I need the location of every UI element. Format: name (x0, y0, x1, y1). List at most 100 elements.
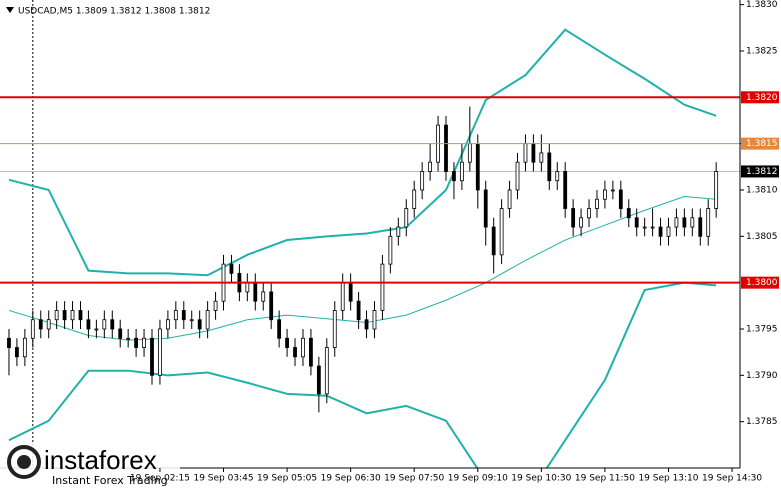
x-tick-label: 19 Sep 05:05 (257, 474, 317, 484)
candle-body (150, 337, 154, 376)
candle-body (46, 319, 51, 330)
indicator-line (8, 28, 717, 277)
candle-body (507, 189, 512, 209)
chart-title: USDCAD,M5 1.3809 1.3812 1.3808 1.3812 (18, 7, 210, 17)
candle-body (380, 263, 385, 311)
x-tick-label: 19 Sep 07:50 (384, 474, 444, 484)
x-tick-label: 19 Sep 14:30 (702, 474, 762, 484)
plot-area (0, 0, 740, 468)
candle-body (165, 319, 170, 330)
candle-body (396, 226, 401, 237)
candle-body (682, 217, 687, 228)
candle-body (356, 300, 361, 321)
y-tick-label: 1.3785 (746, 417, 778, 427)
candle-body (364, 319, 369, 330)
candle-body (94, 328, 99, 331)
candle-body (205, 310, 210, 330)
candle-body (618, 189, 623, 209)
candle-body (229, 263, 234, 274)
title-icon (6, 7, 14, 13)
level-label: 1.3800 (746, 278, 778, 288)
candle-body (173, 310, 178, 321)
logo-bg (0, 443, 180, 489)
candle-body (197, 319, 202, 330)
candle-body (444, 124, 448, 172)
candle-body (340, 282, 345, 311)
candle-body (531, 143, 536, 163)
y-tick-label: 1.3805 (746, 232, 778, 242)
candle-body (372, 310, 377, 330)
candle-body (571, 208, 576, 228)
candle-body (388, 235, 393, 265)
level-label-bg (741, 91, 779, 104)
candle-body (475, 143, 480, 191)
candle-body (189, 319, 194, 322)
candle-body (555, 171, 560, 182)
candle-body (467, 143, 472, 163)
candle-body (86, 319, 91, 330)
candle-body (650, 226, 655, 229)
x-tick-label: 19 Sep 13:10 (638, 474, 698, 484)
level-label-bg (741, 137, 779, 150)
candle-body (491, 226, 496, 256)
candle-body (261, 291, 266, 302)
candle-body (22, 337, 27, 358)
candle-body (595, 198, 599, 209)
candle-body (332, 310, 337, 348)
candle-body (309, 337, 313, 367)
y-tick-label: 1.3795 (746, 324, 778, 334)
candle-body (245, 282, 250, 293)
candle-body (483, 189, 488, 228)
candle-body (301, 337, 305, 358)
y-tick-label: 1.3825 (746, 46, 778, 56)
candle-body (428, 161, 433, 172)
candle-body (70, 310, 75, 321)
candle-body (547, 152, 552, 182)
candle-body (277, 319, 282, 339)
candle-body (316, 365, 321, 395)
candle-body (62, 310, 67, 321)
candle-body (563, 171, 568, 209)
current-price-bg (741, 165, 779, 178)
candle-body (658, 226, 663, 237)
candle-body (142, 337, 146, 348)
candle-body (412, 189, 417, 209)
logo-icon (17, 455, 31, 469)
candle-body (293, 347, 297, 358)
candle-body (698, 217, 703, 237)
current-price-label: 1.3812 (746, 167, 778, 177)
candle-body (539, 152, 544, 163)
candle-body (452, 171, 456, 182)
candle-body (626, 208, 631, 219)
candle-body (603, 189, 607, 200)
candle-body (38, 319, 43, 330)
candle-body (118, 328, 123, 339)
candle-body (515, 161, 520, 191)
x-tick-label: 19 Sep 06:30 (321, 474, 381, 484)
candle-body (642, 226, 647, 229)
candle-body (7, 337, 11, 348)
x-tick-label: 19 Sep 10:30 (511, 474, 571, 484)
candle-body (499, 208, 504, 256)
candle-body (324, 347, 329, 395)
candle-body (213, 300, 218, 311)
y-tick-label: 1.3810 (746, 185, 778, 195)
x-tick-label: 19 Sep 02:15 (130, 474, 190, 484)
x-tick-label: 19 Sep 09:10 (448, 474, 508, 484)
candle-body (285, 337, 289, 348)
candle-body (253, 282, 258, 302)
candle-body (181, 310, 186, 321)
logo-icon (7, 445, 41, 479)
candle-body (134, 337, 139, 348)
candle-body (78, 310, 83, 321)
candle-body (110, 319, 115, 330)
level-label: 1.3820 (746, 93, 778, 103)
candle-body (706, 208, 711, 237)
candle-body (523, 143, 528, 163)
candle-body (54, 310, 59, 321)
y-tick-label: 1.3790 (746, 371, 778, 381)
logo: instaforex Instant Forex Trading (0, 443, 180, 489)
candle-body (404, 208, 409, 228)
candle-body (634, 217, 639, 228)
